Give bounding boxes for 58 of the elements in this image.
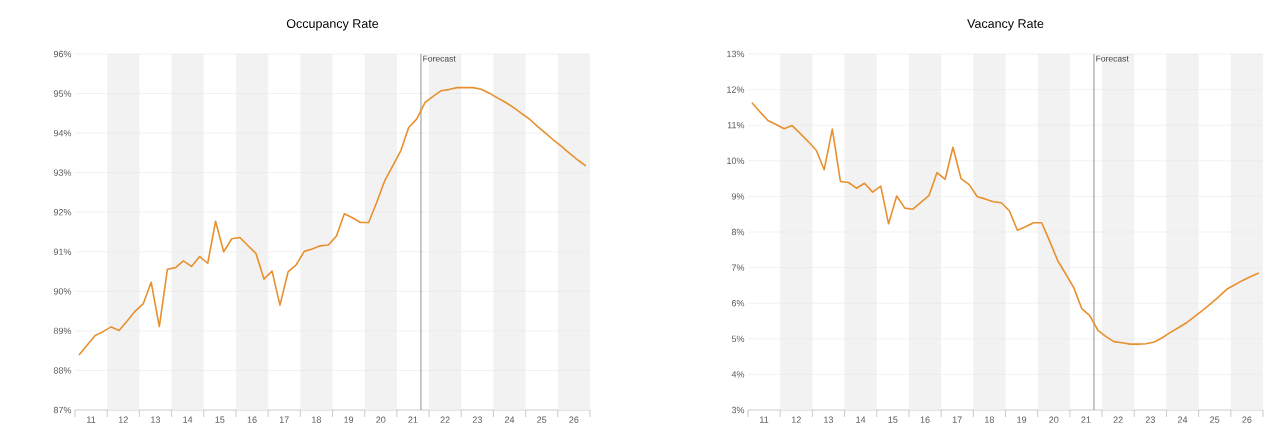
chart-title: Vacancy Rate	[967, 19, 1044, 31]
y-tick-label: 89%	[53, 327, 72, 335]
x-tick-label: 25	[537, 416, 547, 423]
y-tick-label: 92%	[53, 209, 72, 216]
y-tick-label: 88%	[53, 367, 72, 374]
x-tick-label: 13	[151, 416, 161, 423]
y-tick-label: 7%	[731, 264, 745, 271]
x-tick-label: 23	[472, 416, 482, 423]
x-tick-label: 15	[888, 416, 898, 423]
y-tick-label: 93%	[53, 169, 72, 176]
x-tick-label: 11	[87, 416, 96, 423]
y-tick-label: 4%	[731, 371, 745, 378]
x-tick-label: 22	[1113, 416, 1123, 423]
y-tick-label: 5%	[731, 335, 745, 342]
y-tick-label: 8%	[731, 228, 745, 236]
x-tick-label: 20	[376, 416, 386, 423]
y-tick-label: 11%	[727, 122, 745, 129]
x-tick-label: 22	[440, 416, 450, 423]
x-tick-label: 25	[1210, 416, 1220, 423]
x-tick-label: 11	[760, 416, 769, 423]
x-tick-label: 26	[1242, 416, 1252, 423]
x-tick-label: 26	[569, 416, 579, 423]
y-tick-label: 9%	[731, 193, 745, 200]
y-tick-label: 6%	[731, 300, 745, 307]
x-tick-label: 17	[952, 416, 962, 423]
x-tick-label: 20	[1049, 416, 1059, 423]
x-tick-label: 17	[279, 416, 289, 423]
y-tick-label: 96%	[53, 50, 72, 58]
y-tick-label: 87%	[53, 406, 72, 414]
x-tick-label: 21	[1081, 416, 1091, 423]
y-tick-label: 90%	[53, 288, 72, 295]
line-series	[751, 101, 1260, 345]
x-tick-label: 18	[312, 416, 321, 423]
x-tick-label: 24	[504, 416, 515, 423]
x-tick-label: 14	[856, 416, 866, 423]
x-tick-label: 18	[985, 416, 994, 423]
x-tick-label: 19	[1017, 416, 1027, 423]
y-tick-label: 10%	[727, 157, 745, 164]
chart-title: Occupancy Rate	[286, 19, 379, 31]
x-tick-label: 16	[247, 416, 257, 423]
x-tick-label: 12	[118, 416, 128, 423]
x-tick-label: 14	[183, 416, 193, 423]
x-tick-label: 19	[344, 416, 354, 423]
x-tick-label: 13	[824, 416, 834, 423]
x-tick-label: 12	[791, 416, 801, 423]
x-tick-label: 24	[1177, 416, 1188, 423]
y-tick-label: 3%	[731, 406, 745, 414]
y-tick-label: 94%	[53, 129, 72, 137]
y-tick-label: 91%	[53, 248, 72, 255]
y-tick-label: 13%	[727, 50, 745, 58]
y-tick-label: 95%	[53, 90, 72, 97]
y-tick-label: 12%	[727, 86, 745, 93]
ref-line-label: Forecast	[423, 55, 456, 62]
x-tick-label: 16	[920, 416, 930, 423]
x-tick-label: 23	[1145, 416, 1155, 423]
ref-line-label: Forecast	[1096, 55, 1129, 62]
x-tick-label: 15	[215, 416, 225, 423]
x-tick-label: 21	[408, 416, 418, 423]
